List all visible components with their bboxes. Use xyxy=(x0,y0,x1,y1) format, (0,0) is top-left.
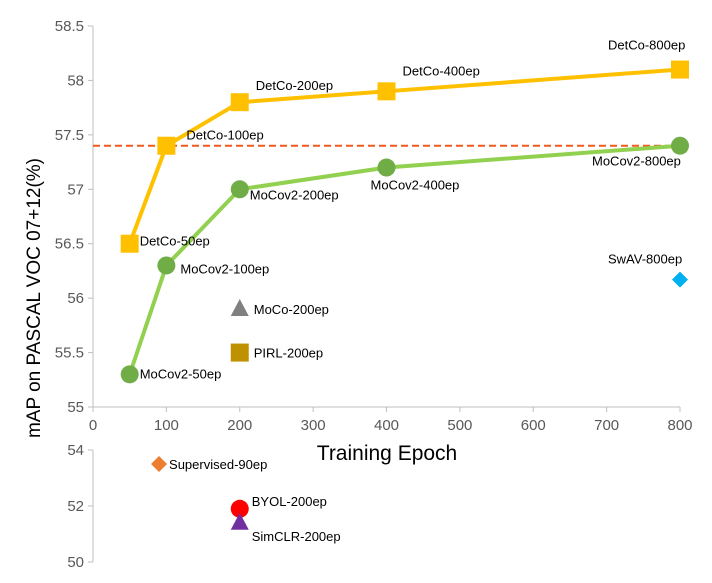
y-tick-label: 55.5 xyxy=(55,345,84,362)
data-point xyxy=(671,136,689,155)
data-point xyxy=(230,93,249,112)
data-label: SimCLR-200ep xyxy=(252,529,341,544)
data-label: MoCov2-800ep xyxy=(592,154,681,169)
y-tick-label: 52 xyxy=(67,498,84,515)
y-tick-label: 55 xyxy=(67,399,84,416)
data-point xyxy=(230,299,249,317)
points-layer xyxy=(120,60,689,530)
y-tick-label: 57 xyxy=(67,181,84,198)
y-tick-label: 56.5 xyxy=(55,236,84,253)
data-point xyxy=(157,136,176,155)
x-tick-label: 500 xyxy=(447,417,472,434)
x-tick-label: 300 xyxy=(301,417,326,434)
x-tick-label: 800 xyxy=(667,417,692,434)
data-label: PIRL-200ep xyxy=(254,346,323,361)
data-label: MoCo-200ep xyxy=(254,302,329,317)
y-axis-label: mAP on PASCAL VOC 07+12(%) xyxy=(24,158,45,438)
y-tick-label: 56 xyxy=(67,290,84,307)
y-tick-label: 54 xyxy=(67,442,84,459)
data-point xyxy=(120,365,139,384)
y-tick-label: 57.5 xyxy=(55,127,84,144)
data-point xyxy=(377,82,396,101)
data-label: DetCo-400ep xyxy=(403,63,480,78)
series-layer xyxy=(93,67,681,375)
data-label: MoCov2-50ep xyxy=(140,366,222,381)
x-tick-label: 0 xyxy=(89,417,97,434)
x-tick-label: 600 xyxy=(521,417,546,434)
data-point xyxy=(671,60,689,79)
labels-layer: DetCo-50ep DetCo-100ep DetCo-200ep DetCo-40… xyxy=(140,38,686,544)
data-point xyxy=(377,158,396,177)
data-label: DetCo-200ep xyxy=(256,78,333,93)
x-tick-label: 200 xyxy=(227,417,252,434)
data-point xyxy=(230,499,249,518)
data-label: Supervised-90ep xyxy=(169,457,267,472)
data-label: DetCo-100ep xyxy=(186,128,263,143)
x-tick-label: 100 xyxy=(154,417,179,434)
y-tick-label: 58.5 xyxy=(55,18,84,35)
data-label: DetCo-800ep xyxy=(608,38,685,53)
x-axis-label: Training Epoch xyxy=(317,442,457,465)
data-point xyxy=(230,512,249,530)
data-point xyxy=(120,234,139,253)
x-tick-label: 400 xyxy=(374,417,399,434)
data-point xyxy=(230,180,249,199)
data-label: SwAV-800ep xyxy=(608,252,682,267)
data-point xyxy=(672,271,688,288)
axes: 0 100 200 300 400 500 600 700 800 55 55.5 56 56.5 57 5… xyxy=(55,18,693,571)
x-tick-label: 700 xyxy=(594,417,619,434)
data-point xyxy=(157,256,176,275)
data-point xyxy=(151,456,168,472)
data-label: MoCov2-400ep xyxy=(371,178,460,193)
data-label: MoCov2-100ep xyxy=(180,261,269,276)
y-tick-label: 50 xyxy=(67,554,84,571)
data-label: MoCov2-200ep xyxy=(250,187,339,202)
data-label: DetCo-50ep xyxy=(140,234,210,249)
data-point xyxy=(230,343,249,362)
data-label: BYOL-200ep xyxy=(252,494,327,509)
y-tick-label: 58 xyxy=(67,72,84,89)
